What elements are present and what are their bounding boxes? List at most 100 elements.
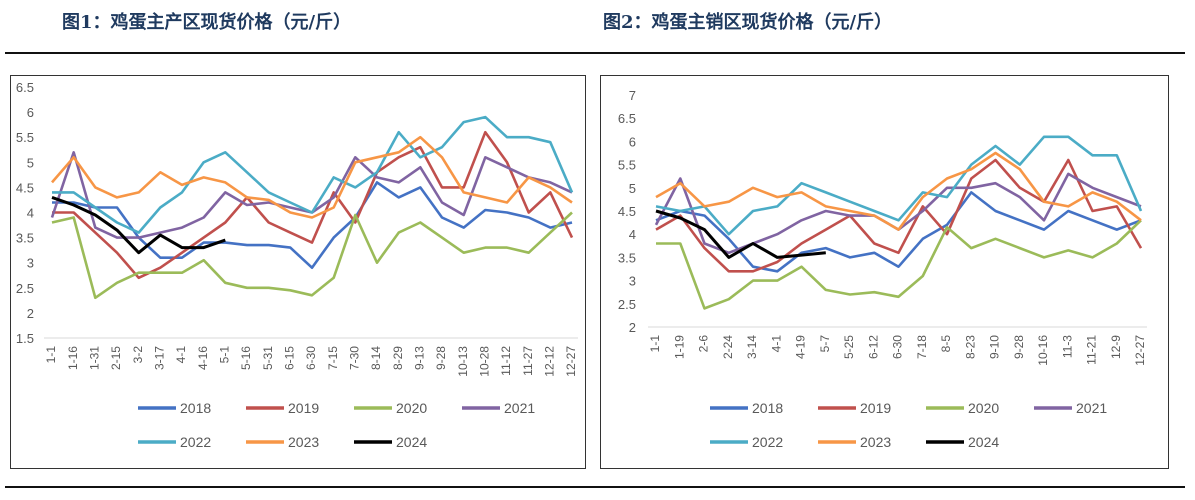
y-tick-label: 1.5: [16, 331, 34, 346]
series-line-2024: [655, 209, 826, 259]
series-line-2020: [51, 211, 573, 300]
x-tick-label: 7-30: [348, 346, 362, 370]
y-tick-label: 2.5: [16, 281, 34, 296]
x-tick-label: 1-19: [672, 335, 686, 359]
x-tick-label: 12-9: [1109, 335, 1123, 359]
x-tick-label: 6-12: [866, 335, 880, 359]
x-tick-label: 5-1: [218, 346, 232, 364]
x-tick-label: 2-6: [697, 335, 711, 353]
x-tick-label: 5-16: [239, 346, 253, 370]
x-tick-label: 4-1: [174, 346, 188, 364]
x-tick-label: 11-3: [1060, 335, 1074, 358]
x-tick-label: 6-30: [891, 335, 905, 359]
y-tick-label: 3: [629, 274, 636, 289]
x-tick-label: 3-17: [153, 346, 167, 370]
legend-label-2023: 2023: [860, 434, 891, 450]
x-tick-label: 9-13: [413, 346, 427, 370]
y-tick-label: 5.5: [16, 130, 34, 145]
legend-label-2021: 2021: [1076, 400, 1107, 416]
x-tick-label: 2-24: [721, 335, 735, 359]
x-tick-label: 10-28: [478, 346, 492, 377]
chart2-title: 图2：鸡蛋主销区现货价格（元/斤）: [603, 12, 893, 33]
x-tick-label: 10-16: [1036, 335, 1050, 366]
bottom-rule: [5, 486, 1185, 488]
x-tick-label: 6-15: [283, 346, 297, 370]
y-tick-label: 5.5: [618, 158, 636, 173]
y-tick-label: 3.5: [16, 231, 34, 246]
series-line-2023: [655, 151, 1142, 231]
x-tick-label: 11-21: [1085, 335, 1099, 365]
y-tick-label: 2.5: [618, 297, 636, 312]
series-line-2022: [655, 135, 1143, 236]
legend-label-2022: 2022: [180, 434, 211, 450]
series-line-2020: [656, 219, 1142, 310]
legend-label-2020: 2020: [396, 400, 427, 416]
y-tick-label: 5: [27, 155, 34, 170]
series-line-2019: [52, 130, 574, 280]
x-tick-label: 10-13: [456, 346, 470, 377]
y-tick-label: 5: [629, 181, 636, 196]
x-tick-label: 11-12: [499, 346, 513, 376]
x-tick-label: 2-15: [109, 346, 123, 370]
series-line-2023: [51, 135, 573, 219]
legend-label-2021: 2021: [504, 400, 535, 416]
x-tick-label: 4-1: [769, 335, 783, 353]
x-tick-label: 4-16: [196, 346, 210, 370]
x-tick-label: 11-27: [521, 346, 535, 376]
x-tick-label: 5-7: [818, 335, 832, 353]
x-tick-label: 7-15: [326, 346, 340, 370]
x-tick-label: 8-23: [963, 335, 977, 359]
chart2: 2 2.5 3 3.5 4 4.5 5 5.5 6 6.5 7 1-1 1-19 2-6 2-24 3-14 4…: [618, 88, 1147, 450]
y-tick-label: 2: [27, 306, 34, 321]
x-tick-label: 5-31: [261, 346, 275, 370]
y-tick-label: 7: [629, 88, 636, 103]
legend-label-2023: 2023: [288, 434, 319, 450]
legend-label-2024: 2024: [968, 434, 999, 450]
x-tick-label: 12-27: [564, 346, 578, 377]
y-tick-label: 2: [629, 320, 636, 335]
x-tick-label: 4-19: [794, 335, 808, 359]
series-line-2024: [51, 195, 226, 255]
y-tick-label: 4.5: [16, 180, 34, 195]
x-tick-label: 8-29: [391, 346, 405, 370]
y-tick-label: 6: [27, 105, 34, 120]
y-tick-label: 3.5: [618, 250, 636, 265]
x-tick-label: 9-28: [1012, 335, 1026, 359]
legend-label-2018: 2018: [752, 400, 783, 416]
chart2-frame: [600, 75, 1169, 469]
legend-label-2018: 2018: [180, 400, 211, 416]
x-tick-label: 8-5: [939, 335, 953, 353]
x-tick-label: 9-28: [434, 346, 448, 370]
x-tick-label: 1-1: [44, 346, 58, 364]
chart1: 1.5 2 2.5 3 3.5 4 4.5 5 5.5 6 6.5 1-1 1-16 1-31 2-15 3-…: [16, 80, 578, 450]
legend-label-2019: 2019: [860, 400, 891, 416]
x-tick-label: 6-30: [304, 346, 318, 370]
x-tick-label: 12-12: [543, 346, 557, 377]
x-tick-label: 1-16: [66, 346, 80, 370]
series-line-2019: [655, 158, 1143, 273]
series-line-2022: [52, 115, 574, 234]
chart1-title: 图1：鸡蛋主产区现货价格（元/斤）: [62, 12, 352, 33]
x-tick-label: 12-27: [1133, 335, 1147, 366]
series-line-2021: [654, 172, 1142, 255]
x-tick-label: 3-14: [745, 335, 759, 359]
x-tick-label: 1-31: [88, 346, 102, 370]
y-tick-label: 4: [629, 227, 636, 242]
y-tick-label: 4.5: [618, 204, 636, 219]
legend-label-2020: 2020: [968, 400, 999, 416]
x-tick-label: 3-2: [131, 346, 145, 364]
y-tick-label: 6.5: [618, 111, 636, 126]
x-tick-label: 8-14: [369, 346, 383, 370]
legend-label-2022: 2022: [752, 434, 783, 450]
legend-label-2019: 2019: [288, 400, 319, 416]
x-tick-label: 1-1: [648, 335, 662, 353]
x-tick-label: 9-10: [988, 335, 1002, 359]
top-rule: [5, 52, 1185, 54]
x-tick-label: 5-25: [842, 335, 856, 359]
y-tick-label: 3: [27, 256, 34, 271]
x-tick-label: 7-18: [915, 335, 929, 359]
y-tick-label: 4: [27, 206, 34, 221]
series-line-2018: [655, 191, 1142, 273]
legend-label-2024: 2024: [396, 434, 427, 450]
